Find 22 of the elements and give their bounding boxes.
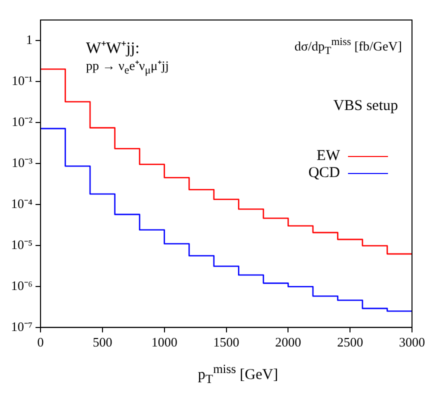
y-tick-label: 10⁻² [12, 114, 33, 129]
x-tick-label: 2500 [337, 334, 364, 350]
y-tick-label: 10⁻¹ [12, 72, 33, 88]
y-tick-label: 10⁻⁷ [10, 318, 33, 334]
y-tick-label: 10⁻⁵ [10, 236, 33, 252]
annotation: VBS setup [333, 98, 398, 115]
y-tick-label: 10⁻⁶ [10, 278, 33, 293]
y-tick-label: 10⁻⁴ [10, 196, 33, 211]
y-axis-title: dσ/dp$_{T}$$^{miss}$ [fb/GeV] [294, 36, 402, 57]
x-tick-label: 0 [37, 334, 44, 350]
legend-label: EW [316, 148, 340, 165]
x-axis-title: p$_{T}$$^{miss}$ [GeV] [196, 362, 280, 387]
x-tick-label: 500 [92, 334, 112, 350]
x-tick-label: 1000 [151, 334, 178, 350]
y-tick-label: 1 [26, 32, 33, 47]
annotation: pp → ν$_{e}$e⁺ν$_{μ}$μ⁺jj [86, 57, 169, 77]
x-tick-label: 1500 [213, 334, 240, 350]
y-tick-label: 10⁻³ [12, 154, 33, 170]
x-tick-label: 2000 [275, 334, 302, 350]
legend-label: QCD [308, 165, 340, 182]
annotation: W⁺W⁺jj: [86, 39, 140, 58]
x-tick-label: 3000 [399, 334, 425, 350]
